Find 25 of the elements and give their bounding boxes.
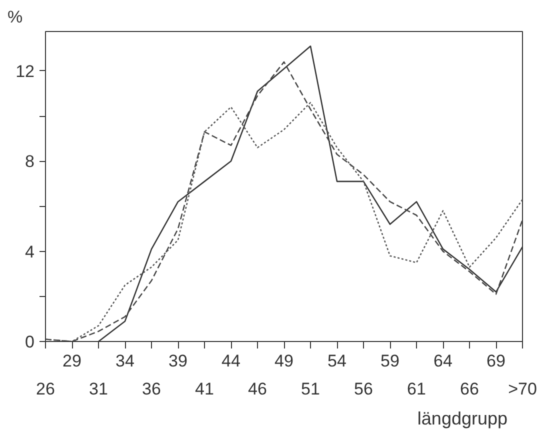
x-tick-label: 46 — [248, 380, 267, 398]
x-tick-label: >70 — [508, 380, 537, 398]
x-tick-label: 64 — [434, 352, 452, 370]
y-tick-label: 0 — [25, 332, 35, 352]
x-tick-label: 31 — [89, 380, 108, 398]
x-tick-label: 34 — [116, 352, 134, 370]
x-tick-label: 66 — [460, 380, 479, 398]
x-tick-label: 44 — [222, 352, 240, 370]
y-axis-title: % — [8, 8, 23, 26]
x-tick-label: 41 — [195, 380, 214, 398]
x-tick-label: 59 — [380, 352, 400, 370]
y-tick-label: 4 — [25, 242, 35, 262]
x-tick-label: 29 — [62, 352, 82, 370]
x-tick-label: 54 — [328, 352, 346, 370]
y-tick-label: 12 — [16, 62, 35, 81]
x-tick-label: 39 — [168, 352, 188, 370]
x-tick-label: 61 — [407, 380, 426, 398]
x-tick-label: 36 — [142, 380, 161, 398]
x-tick-label: 49 — [274, 352, 294, 370]
x-axis-title: längdgrupp — [417, 408, 508, 428]
x-tick-label: 56 — [354, 380, 373, 398]
x-tick-label: 69 — [486, 352, 506, 370]
x-tick-label: 26 — [36, 380, 55, 398]
y-tick-label: 8 — [25, 152, 35, 172]
x-tick-label: 51 — [301, 380, 320, 398]
